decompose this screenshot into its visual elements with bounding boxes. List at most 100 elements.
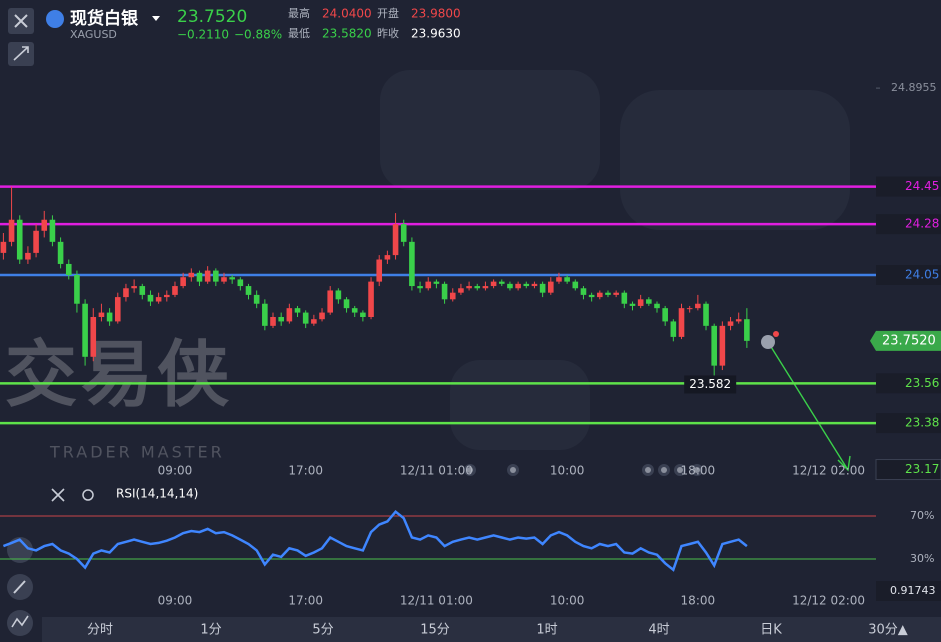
- candle-body: [376, 259, 383, 282]
- candle-body: [621, 292, 628, 304]
- candle-body: [531, 283, 538, 287]
- candle-body: [605, 292, 611, 295]
- candle-body: [49, 219, 56, 242]
- stat-value: 23.9800: [411, 7, 461, 21]
- low-marker: 23.582: [689, 377, 731, 391]
- candle-body: [106, 312, 113, 322]
- candle-body: [172, 286, 178, 295]
- candle-body: [482, 286, 489, 289]
- x-tick-label: 12/11 01:00: [400, 594, 473, 608]
- level-label-box: [876, 265, 941, 285]
- candle-body: [449, 292, 456, 300]
- symbol-name[interactable]: 现货白银: [70, 8, 139, 29]
- stat-value: 23.9630: [411, 27, 461, 41]
- candle-body: [253, 294, 260, 304]
- candle-body: [188, 272, 195, 278]
- candle-body: [490, 281, 497, 287]
- rsi-readout: 0.91743: [890, 584, 936, 597]
- timeframe-tab[interactable]: 1分: [200, 623, 221, 638]
- timeframe-tab[interactable]: 1时: [536, 623, 557, 638]
- candle-body: [368, 281, 374, 317]
- stat-label: 开盘: [377, 6, 399, 20]
- x-tick-label: 12/12 02:00: [792, 464, 865, 478]
- rsi-settings[interactable]: [82, 489, 94, 501]
- candle-body: [703, 303, 709, 326]
- candle-body: [539, 283, 546, 293]
- candle-body: [8, 219, 15, 242]
- timeframe-tab[interactable]: 分时: [87, 623, 113, 638]
- candle-body: [515, 283, 521, 289]
- dropdown-caret[interactable]: [152, 16, 160, 21]
- candle-body: [294, 308, 301, 313]
- x-tick-label: 10:00: [550, 594, 585, 608]
- timeframe-tab[interactable]: 15分: [420, 623, 450, 638]
- candle-body: [221, 277, 227, 282]
- x-tick-label: 10:00: [550, 464, 585, 478]
- candle-body: [360, 312, 366, 317]
- stat-label: 最低: [288, 27, 310, 40]
- rsi-title: RSI(14,14,14): [116, 487, 198, 501]
- candle-body: [196, 272, 203, 282]
- candle-body: [139, 286, 146, 295]
- timeframe-tab[interactable]: 日K: [760, 623, 782, 638]
- x-tick-label: 09:00: [158, 464, 193, 478]
- collapse-button[interactable]: [8, 42, 34, 66]
- stat-label: 昨收: [377, 26, 399, 40]
- candle-body: [547, 281, 554, 293]
- level-label-box: [876, 176, 941, 197]
- candle-body: [351, 308, 358, 313]
- timeframe-tab[interactable]: 30分▲: [868, 623, 908, 638]
- event-dots[interactable]: [464, 464, 703, 476]
- candle-body: [613, 292, 619, 295]
- map-texture: [380, 70, 850, 450]
- candle-body: [245, 286, 252, 295]
- candle-body: [727, 321, 734, 326]
- candle-body: [654, 303, 660, 309]
- info-icon[interactable]: [761, 335, 775, 349]
- candle-body: [392, 224, 399, 256]
- candle-body: [74, 275, 80, 304]
- candle-body: [588, 294, 595, 298]
- symbol-code: XAGUSD: [70, 28, 117, 41]
- candle-body: [474, 286, 481, 289]
- watermark-sub: TRADER MASTER: [49, 443, 225, 462]
- candle-body: [98, 312, 105, 317]
- candle-body: [213, 270, 219, 282]
- timeframe-tab[interactable]: 4时: [648, 623, 669, 638]
- candle-body: [695, 303, 701, 309]
- candle-body: [686, 308, 693, 310]
- x-tick-label: 17:00: [288, 594, 323, 608]
- candle-body: [744, 319, 750, 341]
- candle-body: [25, 252, 31, 260]
- candle-body: [719, 325, 726, 366]
- side-tools[interactable]: [7, 537, 33, 636]
- candle-body: [41, 219, 48, 231]
- candle-body: [270, 317, 276, 326]
- forecast-arrow: [767, 341, 851, 472]
- candle-body: [425, 281, 432, 289]
- candle-body: [711, 325, 717, 366]
- candle-body: [327, 290, 333, 313]
- x-tick-label: 17:00: [288, 464, 323, 478]
- price-change-pct: −0.88%: [234, 28, 282, 42]
- candle-body: [343, 299, 350, 309]
- candle-body: [82, 303, 88, 357]
- last-price: 23.7520: [177, 7, 247, 27]
- candle-body: [57, 241, 64, 264]
- rsi-close[interactable]: [51, 488, 65, 502]
- target-box: [875, 459, 941, 481]
- readout-box: [876, 581, 941, 601]
- candle-body: [311, 319, 317, 324]
- close-button[interactable]: [8, 8, 34, 34]
- rsi-tick-label: 70%: [910, 509, 934, 522]
- symbol-icon: [46, 10, 64, 28]
- candle-body: [229, 277, 235, 280]
- level-label: 23.56: [905, 376, 939, 390]
- candle-body: [597, 292, 603, 298]
- candle-body: [384, 255, 391, 260]
- x-tick-label: 18:00: [681, 594, 716, 608]
- candle-body: [646, 299, 652, 304]
- timeframe-tab[interactable]: 5分: [312, 623, 333, 638]
- candle-body: [458, 288, 464, 293]
